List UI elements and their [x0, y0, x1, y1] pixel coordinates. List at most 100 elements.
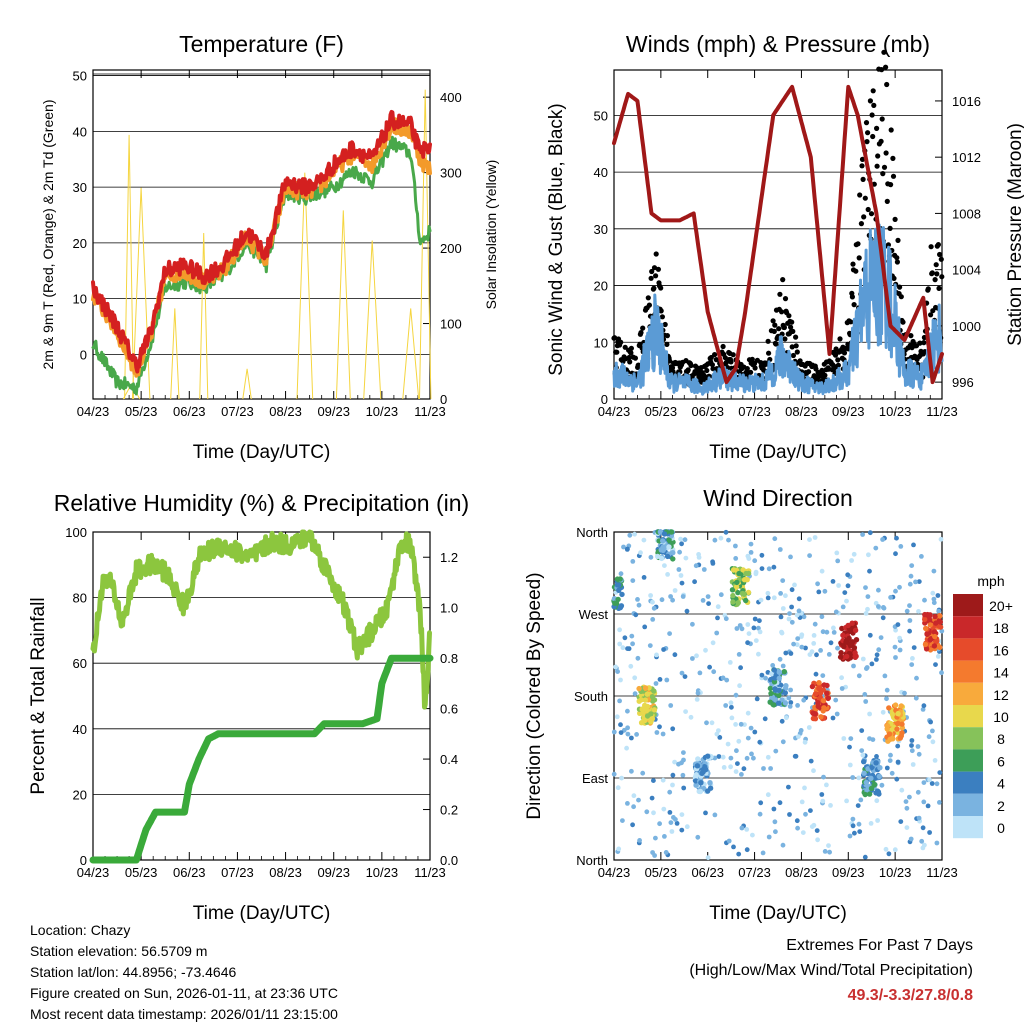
y-tick-label: 50 — [594, 108, 608, 123]
direction-point — [670, 782, 675, 788]
direction-point — [780, 739, 786, 745]
direction-point — [703, 647, 708, 653]
gust-point — [865, 206, 871, 213]
direction-point — [696, 555, 702, 560]
direction-point — [842, 590, 848, 595]
direction-point — [845, 622, 851, 629]
direction-point — [706, 601, 711, 606]
direction-point — [631, 804, 636, 810]
direction-point — [791, 641, 796, 647]
direction-point — [820, 698, 827, 704]
gust-point — [618, 339, 624, 345]
direction-point — [793, 753, 799, 759]
gust-point — [790, 328, 796, 334]
direction-point — [625, 725, 630, 731]
direction-point — [632, 691, 638, 697]
direction-point — [634, 732, 639, 737]
gust-point — [765, 338, 771, 344]
direction-point — [909, 563, 915, 568]
x-tick-label: 06/23 — [173, 404, 206, 419]
direction-point — [669, 829, 675, 834]
direction-point — [748, 550, 754, 555]
direction-point — [925, 803, 931, 809]
direction-point — [625, 801, 630, 806]
direction-point — [812, 691, 819, 697]
direction-point — [851, 551, 857, 557]
direction-point — [766, 834, 772, 840]
direction-point — [939, 628, 945, 634]
direction-point — [923, 625, 929, 632]
direction-point — [720, 754, 726, 760]
direction-point — [733, 543, 738, 549]
y-tick-label: North — [576, 853, 608, 868]
direction-point — [911, 645, 917, 650]
direction-point — [629, 633, 635, 639]
direction-point — [697, 670, 703, 676]
direction-point — [874, 652, 880, 658]
direction-point — [741, 766, 747, 772]
direction-point — [913, 579, 918, 585]
direction-point — [674, 821, 680, 826]
direction-point — [778, 591, 783, 596]
x-tick-label: 11/23 — [414, 404, 446, 419]
direction-point — [863, 779, 869, 786]
direction-point — [673, 817, 678, 822]
direction-point — [868, 775, 874, 781]
gust-point — [890, 155, 896, 161]
direction-point — [799, 799, 805, 805]
direction-point — [617, 576, 623, 582]
direction-point — [867, 736, 872, 741]
direction-point — [667, 789, 673, 795]
direction-point — [908, 836, 914, 842]
x-tick-label: 05/23 — [125, 865, 158, 880]
gust-point — [628, 345, 635, 351]
direction-point — [707, 785, 714, 791]
direction-point — [745, 640, 750, 646]
direction-point — [920, 845, 926, 851]
direction-point — [611, 729, 617, 735]
direction-point — [839, 686, 845, 691]
direction-point — [927, 622, 933, 628]
direction-point — [644, 713, 651, 719]
direction-point — [892, 847, 898, 853]
direction-point — [660, 544, 666, 550]
y-right-axis-label: Station Pressure (Maroon) — [1005, 123, 1024, 346]
direction-point — [916, 815, 922, 821]
direction-point — [739, 590, 746, 597]
direction-point — [680, 594, 686, 599]
extremes-values: 49.3/-3.3/27.8/0.8 — [847, 987, 973, 1004]
direction-point — [937, 619, 943, 625]
direction-point — [893, 588, 898, 594]
direction-point — [651, 605, 657, 611]
direction-point — [822, 849, 828, 854]
direction-point — [707, 664, 712, 670]
legend-swatch — [953, 682, 983, 705]
y-axis-label: Direction (Colored By Speed) — [524, 572, 545, 819]
gust-point — [752, 365, 758, 371]
x-tick-label: 10/23 — [366, 404, 399, 419]
direction-point — [672, 588, 678, 593]
direction-point — [866, 552, 871, 558]
direction-point — [757, 629, 763, 635]
direction-point — [787, 812, 792, 817]
chart-title: Relative Humidity (%) & Precipitation (i… — [54, 490, 469, 516]
legend-swatch — [953, 638, 983, 661]
direction-point — [830, 579, 836, 584]
x-tick-label: 07/23 — [221, 404, 254, 419]
direction-point — [916, 609, 921, 614]
direction-point — [856, 775, 862, 781]
direction-point — [863, 611, 869, 616]
gust-point — [929, 270, 935, 276]
gust-point — [793, 343, 799, 349]
direction-point — [814, 652, 819, 658]
direction-point — [808, 758, 814, 764]
direction-point — [730, 592, 736, 599]
gust-point — [855, 241, 861, 247]
direction-point — [897, 735, 903, 741]
direction-point — [745, 622, 751, 627]
direction-point — [756, 625, 761, 631]
direction-point — [796, 734, 801, 739]
direction-point — [768, 766, 773, 771]
direction-point — [884, 726, 890, 732]
direction-point — [628, 663, 634, 669]
